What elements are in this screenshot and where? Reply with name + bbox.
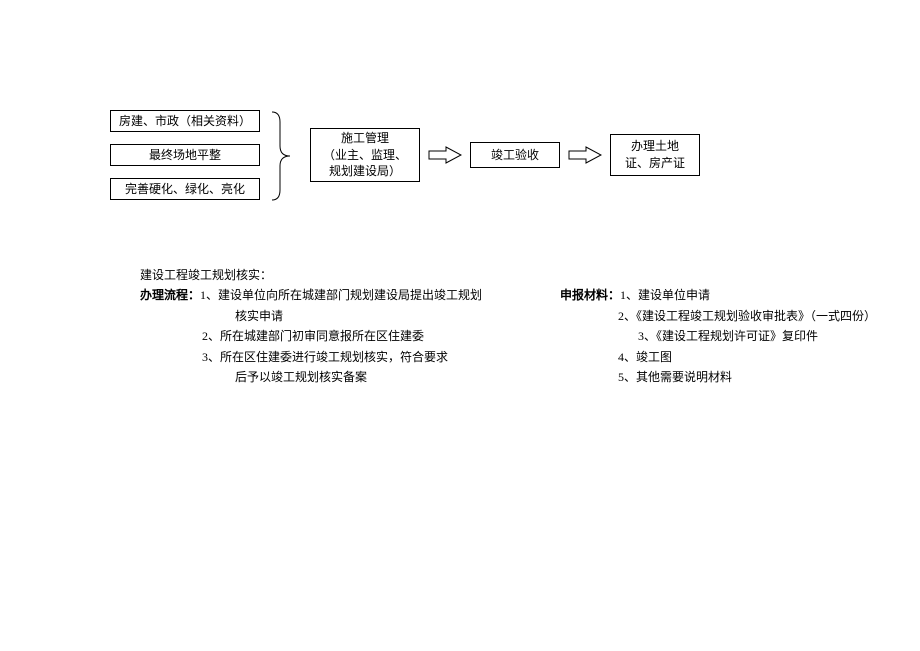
node-construction-mgmt: 施工管理 （业主、监理、 规划建设局） <box>310 128 420 182</box>
node-line: （业主、监理、 <box>323 147 407 164</box>
process-line: 1、建设单位向所在城建部门规划建设局提出竣工规划 <box>200 288 482 302</box>
process-line: 3、所在区住建委进行竣工规划核实，符合要求 <box>140 347 560 367</box>
process-line: 核实申请 <box>140 306 560 326</box>
process-label: 办理流程： <box>140 288 200 302</box>
node-line: 证、房产证 <box>625 155 685 172</box>
node-label: 竣工验收 <box>491 147 539 164</box>
node-certificates: 办理土地 证、房产证 <box>610 134 700 176</box>
materials-line: 5、其他需要说明材料 <box>560 367 880 387</box>
node-label: 完善硬化、绿化、亮化 <box>125 181 245 198</box>
materials-line: 4、竣工图 <box>560 347 880 367</box>
materials-column: 申报材料：1、建设单位申请 2、《建设工程竣工规划验收审批表》（一式四份） 3、… <box>560 285 880 387</box>
node-line: 施工管理 <box>323 130 407 147</box>
process-column: 办理流程：1、建设单位向所在城建部门规划建设局提出竣工规划 核实申请 2、所在城… <box>140 285 560 387</box>
node-label: 房建、市政（相关资料） <box>119 113 251 130</box>
section-heading: 建设工程竣工规划核实： <box>140 265 880 285</box>
node-left-3: 完善硬化、绿化、亮化 <box>110 178 260 200</box>
process-line: 2、所在城建部门初审同意报所在区住建委 <box>140 326 560 346</box>
node-left-2: 最终场地平整 <box>110 144 260 166</box>
process-line: 后予以竣工规划核实备案 <box>140 367 560 387</box>
materials-line: 1、建设单位申请 <box>620 288 710 302</box>
block-arrow-icon <box>428 146 462 164</box>
node-line: 办理土地 <box>625 138 685 155</box>
materials-label: 申报材料： <box>560 288 620 302</box>
text-content: 建设工程竣工规划核实： 办理流程：1、建设单位向所在城建部门规划建设局提出竣工规… <box>140 265 880 387</box>
node-completion-acceptance: 竣工验收 <box>470 142 560 168</box>
materials-line: 2、《建设工程竣工规划验收审批表》（一式四份） <box>560 306 880 326</box>
flowchart-diagram: 房建、市政（相关资料） 最终场地平整 完善硬化、绿化、亮化 施工管理 （业主、监… <box>110 110 810 220</box>
node-left-1: 房建、市政（相关资料） <box>110 110 260 132</box>
node-line: 规划建设局） <box>323 163 407 180</box>
curly-bracket <box>268 110 296 202</box>
node-label: 最终场地平整 <box>149 147 221 164</box>
materials-line: 3、《建设工程规划许可证》复印件 <box>560 326 880 346</box>
block-arrow-icon <box>568 146 602 164</box>
